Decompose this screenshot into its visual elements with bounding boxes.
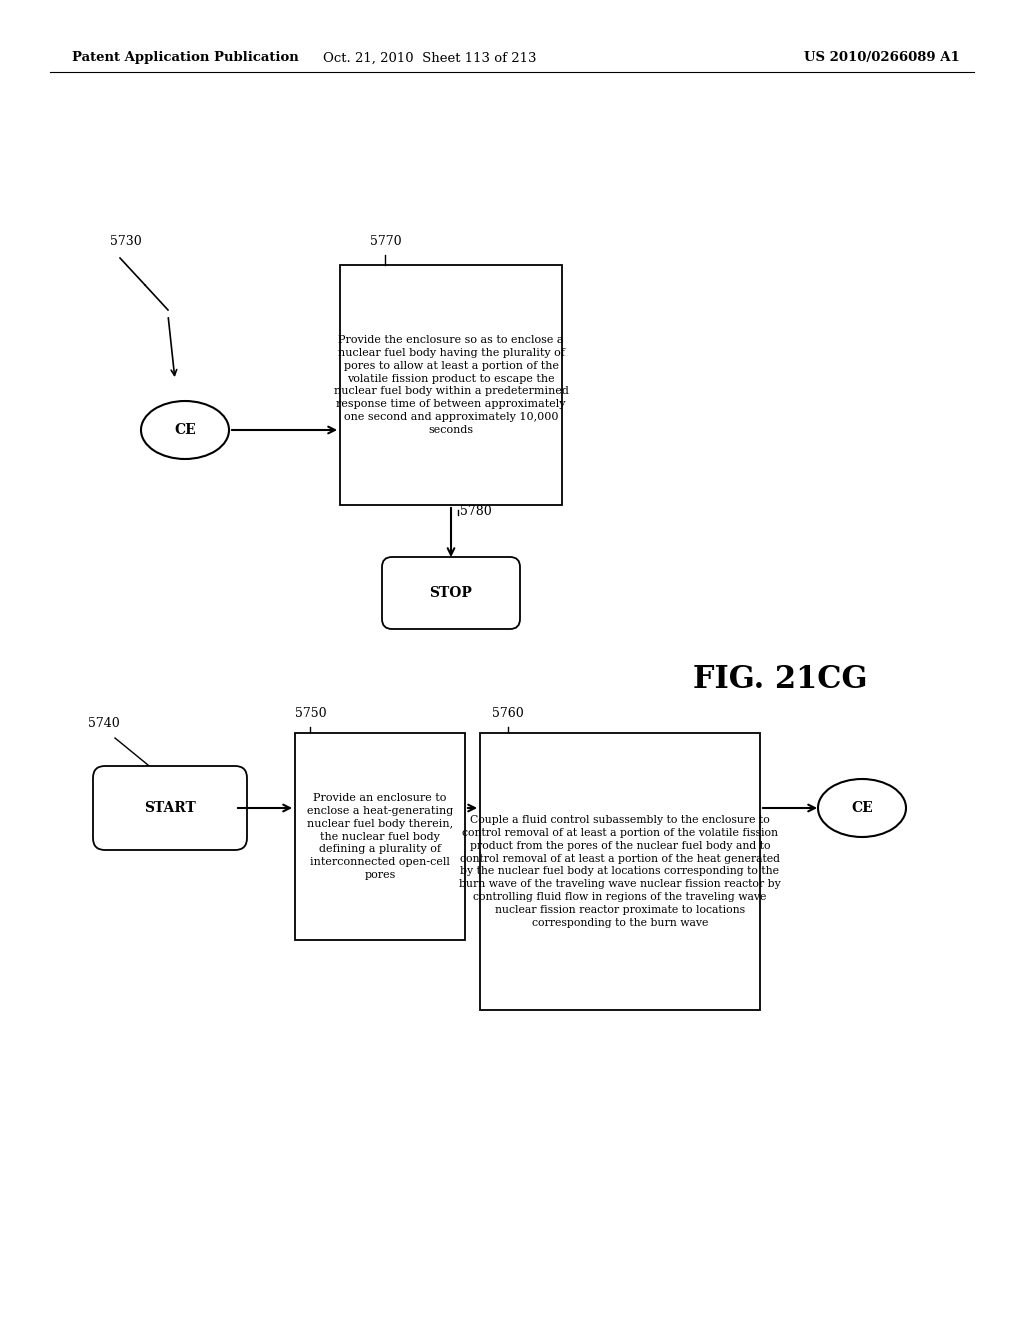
Text: CE: CE xyxy=(851,801,872,814)
Text: 5750: 5750 xyxy=(295,708,327,719)
Text: 5730: 5730 xyxy=(110,235,141,248)
Text: Provide the enclosure so as to enclose a
nuclear fuel body having the plurality : Provide the enclosure so as to enclose a… xyxy=(334,335,568,434)
Text: CE: CE xyxy=(174,422,196,437)
Text: START: START xyxy=(144,801,196,814)
Text: 5740: 5740 xyxy=(88,717,120,730)
Bar xyxy=(340,265,562,506)
Text: Couple a fluid control subassembly to the enclosure to
control removal of at lea: Couple a fluid control subassembly to th… xyxy=(459,816,781,928)
Text: Provide an enclosure to
enclose a heat-generating
nuclear fuel body therein,
the: Provide an enclosure to enclose a heat-g… xyxy=(307,793,454,880)
Ellipse shape xyxy=(141,401,229,459)
Text: 5780: 5780 xyxy=(460,506,492,517)
FancyBboxPatch shape xyxy=(93,766,247,850)
Text: 5760: 5760 xyxy=(492,708,523,719)
Ellipse shape xyxy=(818,779,906,837)
FancyBboxPatch shape xyxy=(382,557,520,630)
Text: Oct. 21, 2010  Sheet 113 of 213: Oct. 21, 2010 Sheet 113 of 213 xyxy=(324,51,537,65)
Bar xyxy=(295,733,465,940)
Bar xyxy=(480,733,760,1010)
Text: 5770: 5770 xyxy=(370,235,401,248)
Text: FIG. 21CG: FIG. 21CG xyxy=(693,664,867,696)
Text: Patent Application Publication: Patent Application Publication xyxy=(72,51,299,65)
Text: US 2010/0266089 A1: US 2010/0266089 A1 xyxy=(804,51,961,65)
Text: STOP: STOP xyxy=(429,586,472,601)
